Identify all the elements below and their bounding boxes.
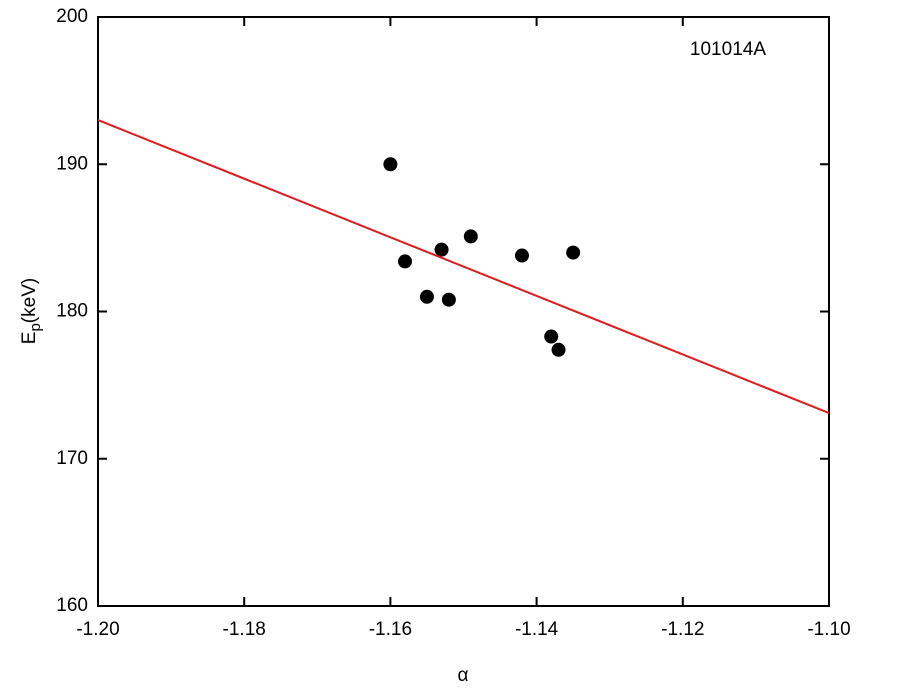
- x-tick-label: -1.20: [76, 619, 119, 640]
- data-point: [551, 342, 566, 357]
- data-point: [441, 292, 456, 307]
- data-point: [419, 289, 434, 304]
- data-point: [383, 157, 398, 172]
- data-point: [434, 242, 449, 257]
- y-axis-label: Ep(keV): [19, 278, 44, 344]
- x-tick-label: -1.16: [369, 619, 412, 640]
- data-point: [398, 254, 413, 269]
- y-label-main: E: [19, 332, 40, 345]
- data-point: [463, 229, 478, 244]
- data-point: [514, 248, 529, 263]
- x-tick-label: -1.12: [661, 619, 704, 640]
- y-tick-label: 190: [56, 153, 88, 174]
- annotation: 101014A: [690, 39, 766, 60]
- y-tick-label: 180: [56, 301, 88, 322]
- x-axis-label: α: [458, 665, 469, 686]
- y-tick-label: 160: [56, 595, 88, 616]
- plot-frame: [97, 16, 830, 607]
- y-label-unit: (keV): [19, 278, 40, 323]
- data-point: [566, 245, 581, 260]
- y-label-sub: p: [27, 323, 44, 331]
- y-tick-label: 170: [56, 448, 88, 469]
- x-tick-label: -1.14: [515, 619, 559, 640]
- data-point: [544, 329, 559, 344]
- x-tick-label: -1.18: [223, 619, 266, 640]
- x-tick-label: -1.10: [807, 619, 850, 640]
- y-tick-label: 200: [56, 6, 88, 27]
- fit-line: [97, 119, 830, 415]
